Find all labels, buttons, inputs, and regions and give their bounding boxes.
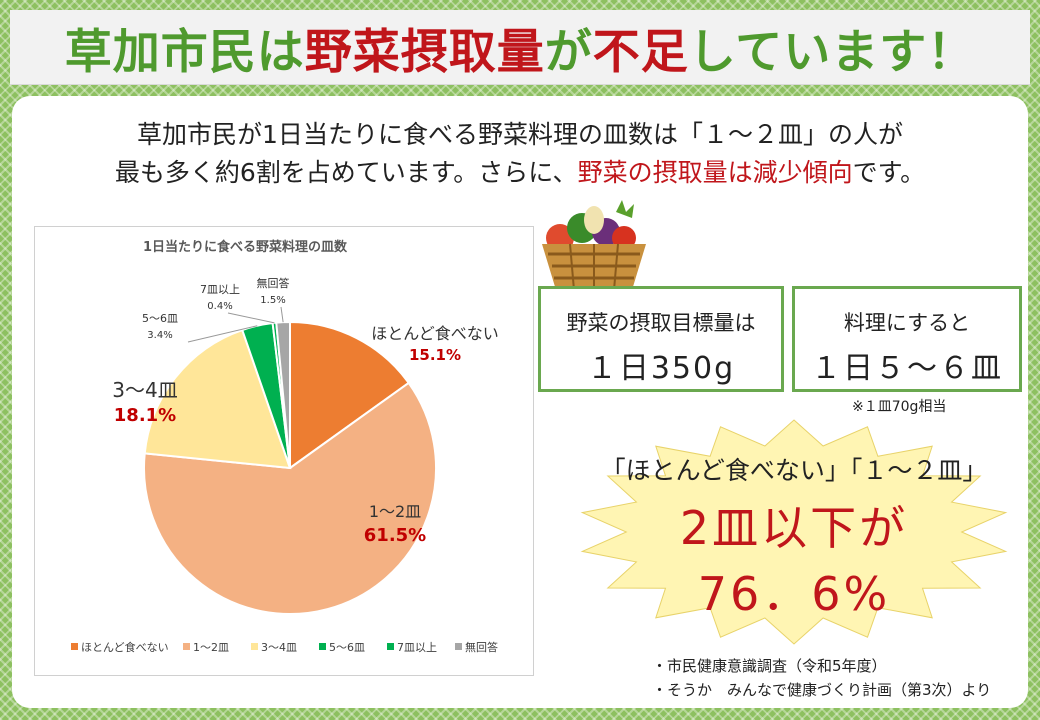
target-intake-label: 野菜の摂取目標量は — [566, 311, 756, 335]
pie-chart-panel: 1日当たりに食べる野菜料理の皿数 ほとんど食べない 15.1% 1～2皿 61.5% 3… — [34, 226, 534, 676]
chart-title: 1日当たりに食べる野菜料理の皿数 — [143, 239, 348, 255]
intro-line-2c: です。 — [852, 158, 926, 187]
slice-label-4: 7皿以上 — [200, 283, 240, 296]
title-part-2: 野菜摂取量 — [304, 24, 545, 80]
slice-label-1: 1～2皿 — [369, 502, 421, 521]
dishes-value: １日５～６皿 — [811, 351, 1003, 386]
title-part-4: 不足 — [592, 24, 689, 80]
slice-value-0: 15.1% — [409, 346, 461, 364]
slice-label-3: 5～6皿 — [142, 312, 178, 325]
leader-line-3 — [187, 325, 258, 343]
legend-label-1: 1～2皿 — [193, 641, 229, 654]
legend-swatch-4 — [387, 643, 394, 650]
legend-label-4: 7皿以上 — [397, 641, 437, 654]
title-part-3: が — [544, 24, 593, 80]
source-line-1: ・市民健康意識調査（令和5年度） — [652, 657, 887, 675]
slice-value-4: 0.4% — [207, 301, 232, 312]
highlight-caption: 「ほとんど食べない」「１～２皿」 — [600, 456, 988, 485]
slice-label-2: 3～4皿 — [112, 378, 177, 402]
legend-label-3: 5～6皿 — [329, 641, 365, 654]
slice-value-2: 18.1% — [114, 405, 176, 426]
slice-value-1: 61.5% — [364, 525, 426, 546]
source-line-2: ・そうか みんなで健康づくり計画（第3次）より — [652, 681, 992, 699]
intro-emphasis: 野菜の摂取量は減少傾向 — [577, 158, 853, 187]
pie-slice-5 — [275, 320, 291, 469]
legend-swatch-0 — [71, 643, 78, 650]
intro-line-2a: 最も多く約6割を占めています。さらに、 — [114, 158, 578, 187]
dish-note: ※１皿70g相当 — [852, 399, 947, 415]
legend-label-0: ほとんど食べない — [81, 640, 169, 654]
intro-line-1: 草加市民が1日当たりに食べる野菜料理の皿数は「１～２皿」の人が — [137, 120, 903, 149]
slice-label-0: ほとんど食べない — [371, 324, 499, 343]
legend-label-2: 3～4皿 — [261, 641, 297, 654]
legend-swatch-5 — [455, 643, 462, 650]
intro-text: 草加市民が1日当たりに食べる野菜料理の皿数は「１～２皿」の人が 最も多く約6割を… — [12, 116, 1028, 192]
target-intake-box: 野菜の摂取目標量は １日350g — [538, 286, 784, 392]
slice-value-3: 3.4% — [147, 330, 172, 341]
title-part-5: しています！ — [688, 24, 976, 80]
target-intake-value: １日350g — [586, 351, 736, 386]
sources: ・市民健康意識調査（令和5年度） ・そうか みんなで健康づくり計画（第3次）より — [652, 654, 991, 702]
page-title: 草加市民は 野菜摂取量が不足 しています！ — [10, 10, 1030, 85]
highlight-line-2: 2皿以下が — [679, 501, 909, 555]
dishes-box: 料理にすると １日５～６皿 — [792, 286, 1022, 392]
slice-value-5: 1.5% — [260, 295, 285, 306]
legend-swatch-1 — [183, 643, 190, 650]
slice-label-5: 無回答 — [257, 276, 290, 290]
pie-chart: 1日当たりに食べる野菜料理の皿数 ほとんど食べない 15.1% 1～2皿 61.5% 3… — [71, 239, 499, 654]
intro-line-2: 最も多く約6割を占めています。さらに、野菜の摂取量は減少傾向です。 — [12, 154, 1028, 192]
leader-line-5 — [280, 306, 284, 323]
starburst-shape — [580, 419, 1008, 645]
legend-swatch-2 — [251, 643, 258, 650]
highlight-percentage: 76．6% — [697, 567, 891, 621]
content-card: 草加市民が1日当たりに食べる野菜料理の皿数は「１～２皿」の人が 最も多く約6割を… — [12, 96, 1028, 708]
title-part-1: 草加市民は — [64, 24, 305, 80]
leader-line-4 — [227, 312, 275, 324]
legend-swatch-3 — [319, 643, 326, 650]
legend-label-5: 無回答 — [465, 640, 498, 654]
pie-slice-0 — [289, 320, 411, 470]
vegetable-basket-icon — [542, 200, 646, 291]
pie-slice-1 — [143, 381, 437, 615]
dishes-label: 料理にすると — [843, 311, 971, 335]
